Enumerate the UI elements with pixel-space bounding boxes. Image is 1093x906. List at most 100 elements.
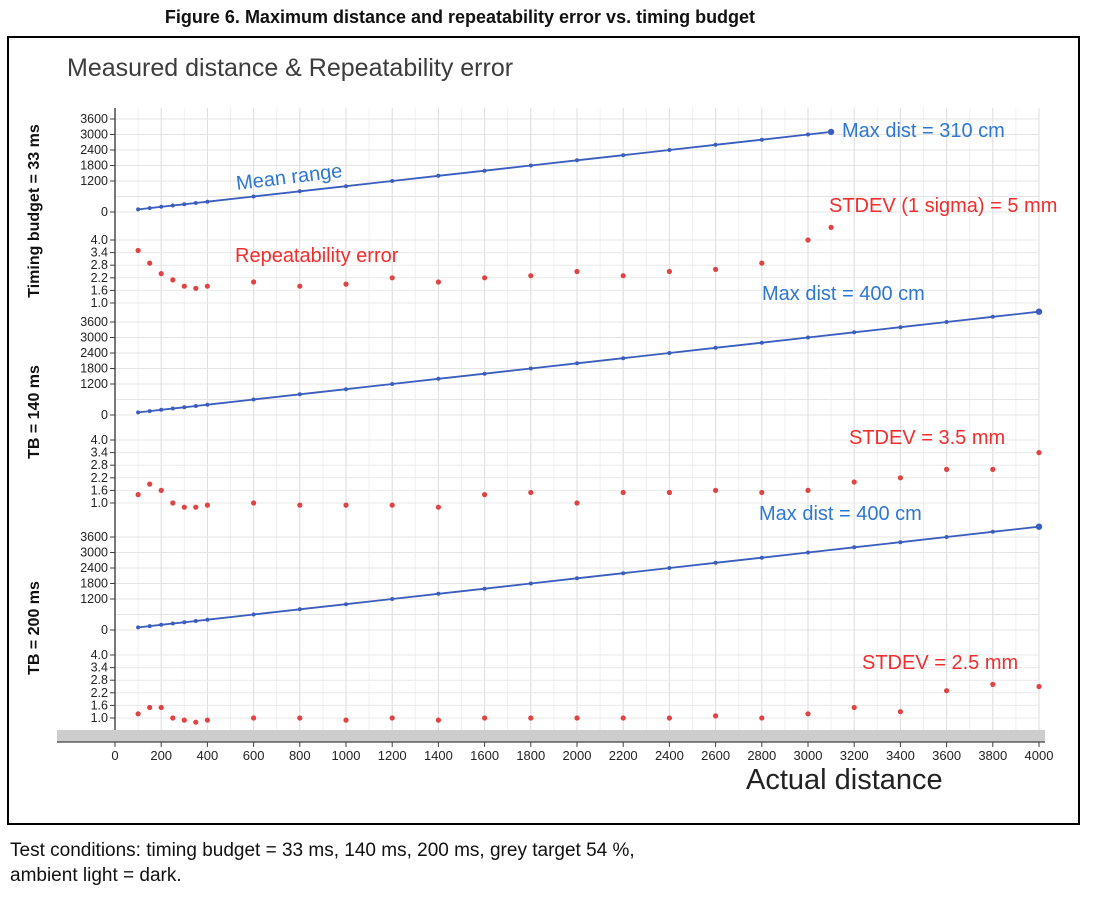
repeatability-point <box>251 715 257 721</box>
x-axis-label: Actual distance <box>746 764 943 796</box>
error-tick-label: 4.0 <box>91 433 108 447</box>
range-tick-label: 3000 <box>80 331 108 345</box>
repeatability-point <box>574 500 580 506</box>
range-tick-label: 1800 <box>80 577 108 591</box>
repeatability-point <box>620 489 626 496</box>
repeatability-point <box>990 466 996 472</box>
panel-1-label: Timing budget = 33 ms <box>26 124 43 298</box>
x-tick-label: 1800 <box>516 748 545 763</box>
error-tick-label: 1.0 <box>91 496 108 510</box>
x-tick-label: 2000 <box>563 748 592 763</box>
mean-range-point <box>136 410 141 415</box>
repeatability-point <box>204 502 210 508</box>
repeatability-point <box>170 277 176 283</box>
repeatability-point <box>759 489 765 496</box>
repeatability-point <box>170 500 176 506</box>
mean-range-point <box>898 325 903 330</box>
mean-range-point <box>147 624 152 629</box>
repeatability-point <box>713 487 719 493</box>
repeatability-point <box>1036 683 1042 690</box>
repeatability-point <box>158 704 164 711</box>
repeatability-point <box>851 479 857 485</box>
repeatability-point <box>805 487 811 493</box>
mean-range-point <box>575 158 579 163</box>
error-tick-label: 2.8 <box>91 458 108 472</box>
mean-range-point <box>944 320 949 324</box>
repeatability-point <box>828 224 834 230</box>
x-tick-label: 3600 <box>932 748 961 763</box>
repeatability-point <box>251 279 257 285</box>
range-tick-label: 0 <box>101 408 108 422</box>
mean-range-point <box>390 179 395 183</box>
mean-range-point <box>944 535 949 539</box>
mean-range-point <box>147 409 152 414</box>
mean-range-point <box>390 382 395 386</box>
mean-range-point <box>170 203 175 208</box>
panel-2-series <box>135 308 1043 510</box>
error-tick-label: 3.4 <box>91 661 108 675</box>
mean-range-point <box>251 194 256 199</box>
range-tick-label: 3000 <box>80 546 108 560</box>
mean-range-point <box>205 402 210 407</box>
mean-range-point <box>852 545 857 550</box>
panel-1-series <box>135 128 835 291</box>
repeatability-point <box>193 504 199 510</box>
repeatability-point <box>759 715 765 721</box>
repeatability-point <box>343 281 349 287</box>
panel-3-series <box>135 523 1043 725</box>
mean-range-point <box>182 620 187 625</box>
panel-2-max-dist-annotation: Max dist = 400 cm <box>762 283 925 305</box>
error-tick-label: 3.4 <box>91 246 108 260</box>
repeatability-point <box>944 466 950 472</box>
mean-range-point <box>667 351 672 355</box>
repeatability-point <box>713 713 719 719</box>
mean-range-point <box>482 586 487 591</box>
range-tick-label: 3600 <box>80 315 108 329</box>
mean-range-point <box>806 550 810 555</box>
mean-range-point <box>436 173 441 178</box>
range-tick-label: 1200 <box>80 377 108 391</box>
mean-range-point <box>759 340 764 345</box>
mean-range-point <box>1035 523 1043 530</box>
repeatability-point <box>297 715 303 721</box>
error-tick-label: 4.0 <box>91 648 108 662</box>
x-tick-label: 1600 <box>470 748 499 763</box>
repeatability-point <box>528 489 534 496</box>
mean-range-point <box>713 560 718 565</box>
x-tick-label: 2200 <box>609 748 638 763</box>
chart-title: Measured distance & Repeatability error <box>67 54 513 82</box>
mean-range-point <box>297 392 302 397</box>
mean-range-point <box>136 625 141 630</box>
repeatability-point <box>389 275 395 281</box>
label-layer: Measured distance & Repeatability error … <box>26 54 1057 796</box>
x-tick-label: 2400 <box>655 748 684 763</box>
repeatability-point <box>181 504 187 510</box>
repeatability-point <box>482 492 488 498</box>
range-tick-label: 1200 <box>80 592 108 606</box>
repeatability-point <box>389 715 395 721</box>
mean-range-point <box>251 612 256 617</box>
range-tick-label: 0 <box>101 205 108 219</box>
repeatability-point <box>147 260 153 266</box>
error-tick-label: 1.6 <box>91 483 108 497</box>
repeatability-point <box>713 266 719 272</box>
mean-range-point <box>759 555 764 560</box>
mean-range-point <box>852 330 857 335</box>
range-tick-label: 2400 <box>80 561 108 575</box>
mean-range-point <box>1035 308 1043 315</box>
mean-range-point <box>390 597 395 601</box>
panel-3-max-dist-annotation: Max dist = 400 cm <box>759 503 922 525</box>
mean-range-point <box>575 576 579 581</box>
mean-range-point <box>344 602 348 607</box>
mean-range-point <box>182 405 187 410</box>
repeatability-point <box>666 268 673 275</box>
repeatability-point <box>135 247 141 254</box>
repeatability-point <box>147 704 153 711</box>
chart-frame: 3600 3000 2400 1800 1200 0 1.0 1.6 2.2 2.8 3.4 4.0 3… <box>7 36 1080 825</box>
repeatability-point <box>135 711 141 717</box>
mean-range-point <box>182 202 187 207</box>
repeatability-point <box>897 709 904 715</box>
error-tick-label: 2.2 <box>91 271 108 285</box>
repeatability-point <box>435 279 441 285</box>
